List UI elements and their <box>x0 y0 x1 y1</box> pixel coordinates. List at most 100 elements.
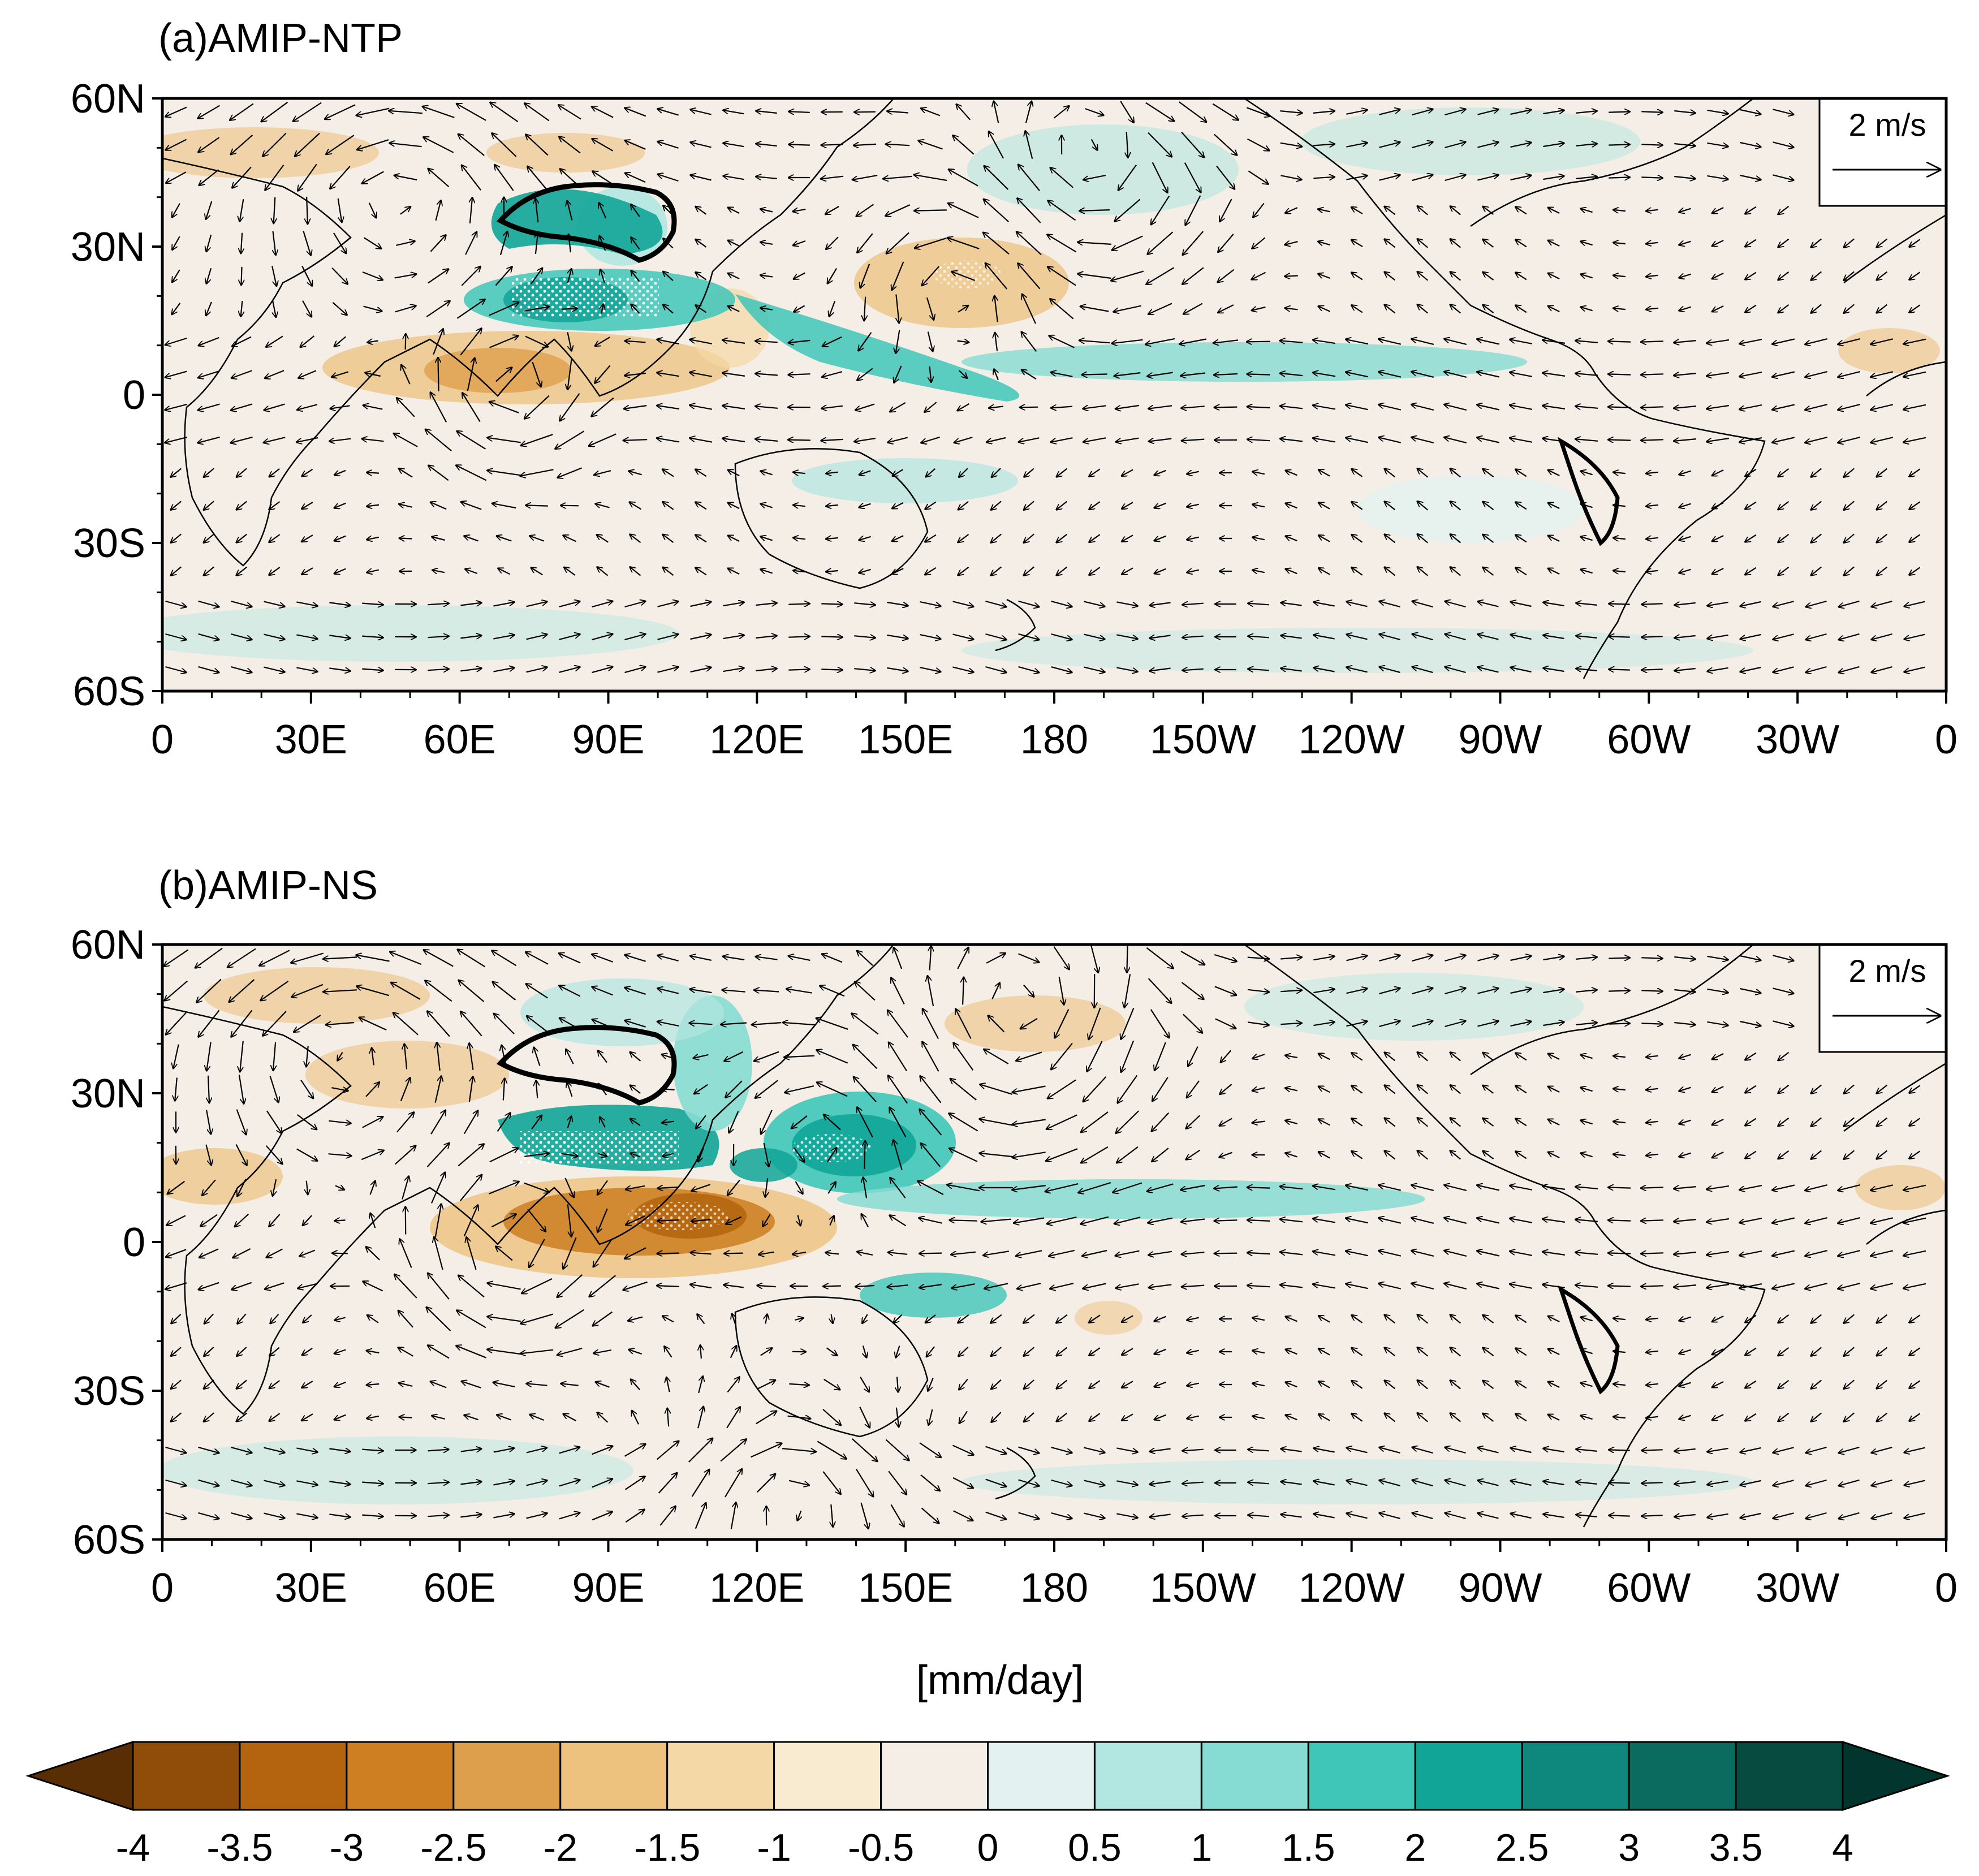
wind-vector <box>1739 437 1762 442</box>
wind-vector <box>1712 469 1724 476</box>
colorbar-tick-label: 0.5 <box>1068 1826 1122 1869</box>
wind-vector <box>1057 501 1068 510</box>
wind-vector <box>1179 101 1206 122</box>
wind-vector <box>625 173 646 183</box>
wind-vector <box>1641 1187 1664 1188</box>
wind-vector <box>536 199 538 223</box>
wind-vector <box>1444 437 1467 443</box>
wind-vector <box>1379 175 1400 181</box>
wind-vector <box>1778 205 1790 214</box>
wind-vector <box>793 505 805 506</box>
wind-vector <box>1778 468 1790 477</box>
lat-tick-label: 60S <box>73 1517 145 1563</box>
wind-vector <box>1608 341 1631 342</box>
wind-vector <box>1674 176 1695 179</box>
wind-vector <box>1641 1220 1664 1221</box>
wind-vector <box>948 169 978 187</box>
wind-vector <box>724 1253 743 1254</box>
lon-tick-label: 60W <box>1607 717 1691 762</box>
colorbar-swatches <box>25 1740 1950 1812</box>
wind-vector <box>864 296 865 321</box>
wind-vector <box>600 269 605 283</box>
wind-vector <box>821 439 843 441</box>
wind-vector <box>994 296 997 322</box>
wind-vector <box>172 269 180 282</box>
wind-vector <box>1706 437 1730 442</box>
wind-vector <box>657 109 679 116</box>
wind-vector <box>1077 242 1111 244</box>
colorbar-tick-label: -2.5 <box>420 1826 486 1869</box>
wind-vector <box>1740 141 1761 147</box>
wind-vector <box>788 340 810 343</box>
wind-vector <box>296 437 318 442</box>
wind-vector <box>756 111 777 113</box>
wind-vector <box>1351 273 1363 281</box>
wind-vector <box>326 135 355 154</box>
wind-vector <box>1838 371 1861 377</box>
lon-tick-label: 180 <box>1020 717 1088 762</box>
wind-vector <box>1609 603 1630 604</box>
colorbar-tick-label: -0.5 <box>848 1826 914 1869</box>
wind-vector <box>1811 468 1822 477</box>
wind-vector <box>206 201 213 219</box>
wind-vector <box>597 534 609 543</box>
wind-vector <box>298 163 317 191</box>
wind-vector <box>728 503 740 510</box>
wind-vector <box>1877 468 1888 477</box>
lon-tick-label: 90W <box>1458 717 1542 762</box>
wind-vector <box>1182 439 1205 441</box>
wind-vector <box>1706 372 1730 376</box>
wind-vector <box>363 405 383 410</box>
lon-tick-label: 120W <box>1299 1566 1405 1611</box>
wind-vector <box>536 232 538 255</box>
wind-vector <box>1149 439 1172 442</box>
wind-vector <box>1411 404 1434 411</box>
wind-vector <box>1674 373 1697 376</box>
wind-vector <box>859 537 871 540</box>
wind-vector <box>723 143 744 148</box>
wind-vector <box>1613 243 1626 244</box>
wind-vector <box>262 132 287 157</box>
wind-vector <box>1247 407 1270 408</box>
wind-vector <box>1313 406 1336 410</box>
wind-vector <box>1641 636 1663 637</box>
wind-vector <box>433 329 443 355</box>
wind-vector <box>1180 373 1205 376</box>
wind-vector <box>890 402 906 412</box>
wind-vector <box>594 365 611 383</box>
wind-vector <box>1280 142 1302 146</box>
wind-vector <box>1445 142 1466 149</box>
wind-vector <box>886 144 910 145</box>
wind-vector <box>1445 109 1466 116</box>
colorbar-swatch <box>1093 1741 1202 1811</box>
wind-vector <box>1379 109 1400 115</box>
wind-vector <box>1351 305 1363 313</box>
colorbar-swatch <box>987 1741 1096 1811</box>
wind-vector <box>1127 132 1128 158</box>
lon-tick-label: 0 <box>1935 717 1958 762</box>
wind-vector <box>695 502 707 510</box>
wind-vector <box>625 140 646 150</box>
wind-vector <box>991 501 1002 510</box>
lat-tick-label: 30N <box>71 225 145 270</box>
wind-vector <box>1740 109 1761 114</box>
wind-vector <box>892 535 904 541</box>
wind-vector <box>1148 303 1172 314</box>
lon-tick-label: 60W <box>1607 1566 1691 1611</box>
wind-vector <box>532 361 541 387</box>
wind-vector <box>821 603 842 604</box>
wind-vector <box>389 143 422 148</box>
colorbar-tick-label: -3 <box>330 1826 364 1869</box>
wind-vector <box>199 169 219 186</box>
wind-vector <box>329 439 351 442</box>
wind-vector <box>560 169 580 187</box>
wind-vector <box>1739 372 1762 377</box>
wind-vector <box>826 236 839 249</box>
wind-vector <box>1318 502 1330 510</box>
wind-vector <box>859 504 871 508</box>
wind-vector <box>198 105 221 119</box>
wind-vector <box>892 502 904 508</box>
wind-vector <box>689 405 713 410</box>
wind-vector <box>1641 1023 1662 1024</box>
wind-vector <box>334 336 346 346</box>
